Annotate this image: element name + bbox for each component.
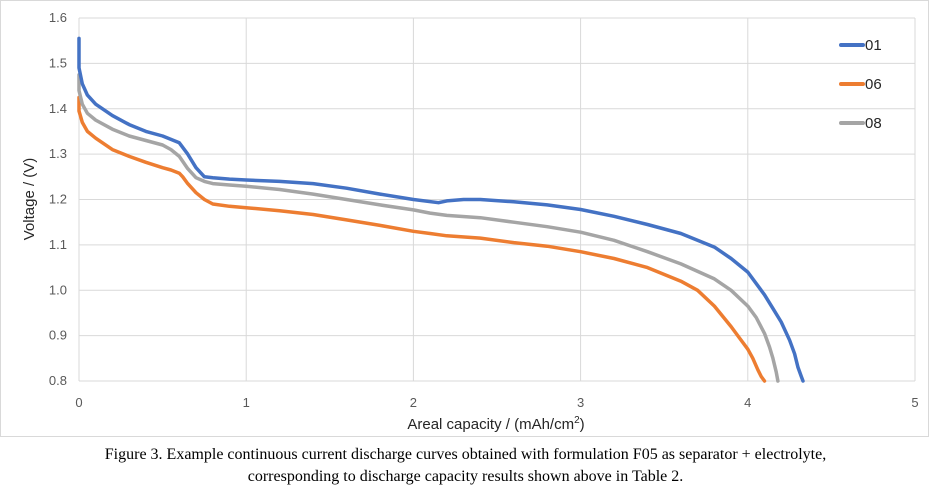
x-tick-label: 4 xyxy=(744,395,751,410)
y-tick-label: 1.5 xyxy=(49,55,67,70)
series-line-06 xyxy=(77,95,767,383)
series-line-08 xyxy=(77,72,780,383)
y-tick-label: 1.6 xyxy=(49,10,67,25)
y-tick-label: 1.0 xyxy=(49,282,67,297)
legend-label-01: 01 xyxy=(865,37,882,54)
x-tick-label: 2 xyxy=(410,395,417,410)
y-tick-label: 1.4 xyxy=(49,101,67,116)
y-tick-label: 0.9 xyxy=(49,328,67,343)
x-tick-label: 0 xyxy=(75,395,82,410)
legend-label-08: 08 xyxy=(865,115,882,132)
y-tick-labels: 0.8 0.9 1.0 1.1 1.2 1.3 1.4 1.5 1.6 xyxy=(49,10,67,388)
y-tick-label: 1.2 xyxy=(49,192,67,207)
x-tick-label: 3 xyxy=(577,395,584,410)
series-lines xyxy=(77,36,805,383)
x-tick-label: 5 xyxy=(911,395,918,410)
x-axis-title-main: Areal capacity / (mAh/cm xyxy=(407,416,574,433)
series-line-01 xyxy=(77,36,805,383)
x-tick-labels: 0 1 2 3 4 5 xyxy=(75,395,918,410)
x-tick-label: 1 xyxy=(243,395,250,410)
legend-label-06: 06 xyxy=(865,76,882,93)
legend: 01 06 08 xyxy=(839,37,882,132)
y-tick-label: 1.3 xyxy=(49,146,67,161)
y-axis-title: Voltage / (V) xyxy=(21,158,38,241)
x-axis-title-end: ) xyxy=(580,416,585,433)
caption-line-2: corresponding to discharge capacity resu… xyxy=(247,468,684,485)
y-tick-label: 1.1 xyxy=(49,237,67,252)
caption-line-1: Figure 3. Example continuous current dis… xyxy=(104,446,827,463)
x-axis-title-superscript: 2 xyxy=(574,415,580,426)
figure-caption: Figure 3. Example continuous current dis… xyxy=(0,444,931,488)
x-axis-title: Areal capacity / (mAh/cm2) xyxy=(407,415,584,433)
y-tick-label: 0.8 xyxy=(49,373,67,388)
